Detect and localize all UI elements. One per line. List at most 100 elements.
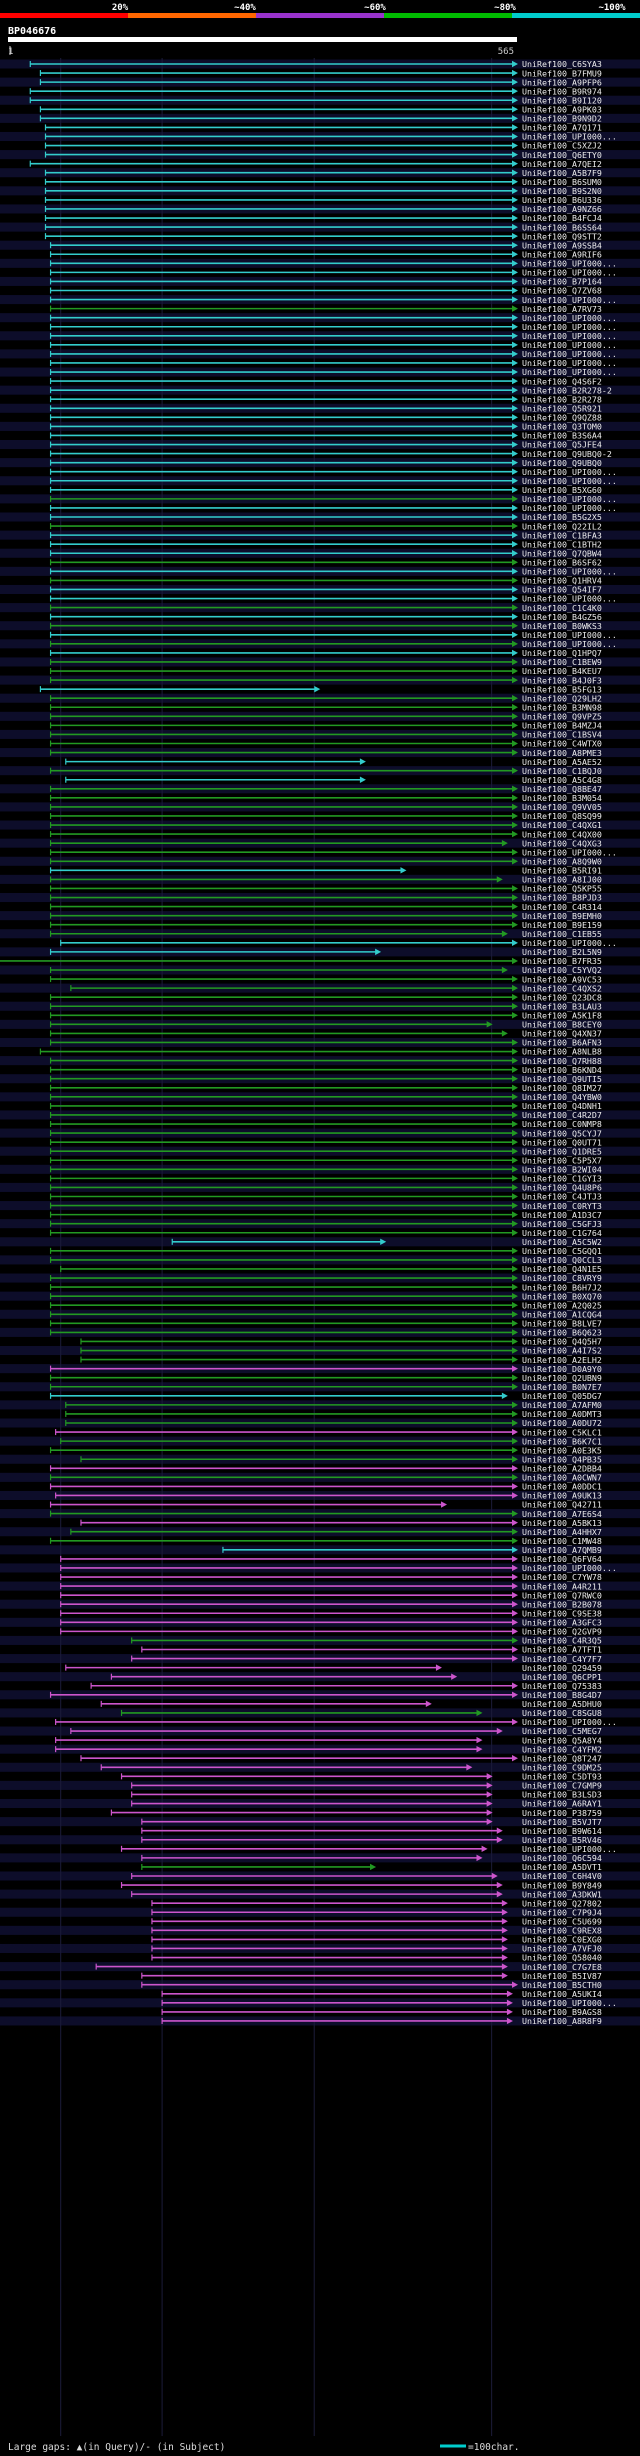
hit-label[interactable]: UniRef100_B7FR35 — [522, 956, 602, 966]
hit-row[interactable]: UniRef100_B4KEU7 — [49, 666, 602, 676]
hit-row[interactable]: UniRef100_UPI000... — [44, 132, 617, 142]
hit-label[interactable]: UniRef100_A6RAY1 — [522, 1799, 602, 1809]
hit-label[interactable]: UniRef100_A5BK13 — [522, 1518, 602, 1528]
hit-label[interactable]: UniRef100_Q7QBW4 — [522, 548, 602, 558]
hit-label[interactable]: UniRef100_Q4N1E5 — [522, 1264, 602, 1274]
hit-row[interactable]: UniRef100_C4Y7F7 — [131, 1654, 602, 1664]
hit-row[interactable]: UniRef100_C8VRY9 — [49, 1273, 602, 1283]
hit-row[interactable]: UniRef100_Q5JFE4 — [49, 440, 602, 450]
hit-row[interactable]: UniRef100_A7QMB9 — [222, 1545, 602, 1555]
hit-label[interactable]: UniRef100_C5KLC1 — [522, 1427, 602, 1437]
hit-label[interactable]: UniRef100_C8VRY9 — [522, 1273, 602, 1283]
hit-label[interactable]: UniRef100_C0NMP8 — [522, 1119, 602, 1129]
hit-label[interactable]: UniRef100_Q54IF7 — [522, 585, 602, 595]
hit-label[interactable]: UniRef100_B3LAU3 — [522, 1001, 602, 1011]
hit-label[interactable]: UniRef100_B6Q623 — [522, 1328, 602, 1338]
hit-label[interactable]: UniRef100_Q5A8Y4 — [522, 1735, 602, 1745]
hit-label[interactable]: UniRef100_UPI000... — [522, 340, 617, 350]
hit-label[interactable]: UniRef100_A5DHU0 — [522, 1699, 602, 1709]
hit-row[interactable]: UniRef100_B2WI04 — [49, 1165, 602, 1175]
hit-row[interactable]: UniRef100_B6SUM0 — [44, 177, 602, 187]
hit-label[interactable]: UniRef100_C7P9J4 — [522, 1907, 602, 1917]
hit-row[interactable]: UniRef100_UPI000... — [60, 938, 617, 948]
hit-row[interactable]: UniRef100_C1BQJ0 — [49, 766, 602, 776]
hit-label[interactable]: UniRef100_A4I7S2 — [522, 1346, 602, 1356]
hit-label[interactable]: UniRef100_Q5JFE4 — [522, 440, 602, 450]
hit-label[interactable]: UniRef100_B3S6A4 — [522, 431, 602, 441]
hit-row[interactable]: UniRef100_UPI000... — [49, 476, 617, 486]
hit-label[interactable]: UniRef100_UPI000... — [522, 630, 617, 640]
hit-label[interactable]: UniRef100_B9S2N0 — [522, 186, 602, 196]
hit-row[interactable]: UniRef100_Q9UBQ0-2 — [49, 449, 612, 459]
hit-row[interactable]: UniRef100_B2R278-2 — [49, 385, 612, 395]
hit-row[interactable]: UniRef100_Q6C594 — [141, 1853, 602, 1863]
hit-label[interactable]: UniRef100_B4GZ56 — [522, 612, 602, 622]
hit-row[interactable]: UniRef100_Q22IL2 — [49, 521, 602, 531]
hit-label[interactable]: UniRef100_A2DBB4 — [522, 1464, 602, 1474]
hit-label[interactable]: UniRef100_Q58040 — [522, 1953, 602, 1963]
hit-row[interactable]: UniRef100_C0EXG0 — [151, 1935, 602, 1945]
hit-label[interactable]: UniRef100_A7QEI2 — [522, 159, 602, 169]
hit-row[interactable]: UniRef100_Q58040 — [151, 1953, 602, 1963]
hit-row[interactable]: UniRef100_A5B7F9 — [44, 168, 602, 178]
hit-label[interactable]: UniRef100_B7FMU9 — [522, 68, 602, 78]
hit-label[interactable]: UniRef100_C1MW48 — [522, 1536, 602, 1546]
hit-row[interactable]: UniRef100_B3LAU3 — [49, 1001, 602, 1011]
hit-row[interactable]: UniRef100_A9NZ66 — [44, 204, 602, 214]
hit-row[interactable]: UniRef100_B2R278 — [49, 394, 602, 404]
hit-row[interactable]: UniRef100_C1BTH2 — [49, 539, 602, 549]
hit-row[interactable]: UniRef100_B6U336 — [44, 195, 602, 205]
hit-label[interactable]: UniRef100_UPI000... — [522, 1563, 617, 1573]
hit-label[interactable]: UniRef100_A7AFM0 — [522, 1400, 602, 1410]
hit-label[interactable]: UniRef100_UPI000... — [522, 503, 617, 513]
hit-row[interactable]: UniRef100_Q29459 — [65, 1663, 602, 1673]
hit-row[interactable]: UniRef100_A4R211 — [60, 1581, 602, 1591]
hit-label[interactable]: UniRef100_A7RV73 — [522, 304, 602, 314]
hit-label[interactable]: UniRef100_A9NZ66 — [522, 204, 602, 214]
hit-label[interactable]: UniRef100_UPI000... — [522, 358, 617, 368]
hit-label[interactable]: UniRef100_A3GFC3 — [522, 1618, 602, 1628]
hit-label[interactable]: UniRef100_B6K7C1 — [522, 1436, 602, 1446]
hit-label[interactable]: UniRef100_Q27802 — [522, 1898, 602, 1908]
hit-label[interactable]: UniRef100_UPI000... — [522, 494, 617, 504]
hit-row[interactable]: UniRef100_C4WTX0 — [49, 739, 602, 749]
hit-label[interactable]: UniRef100_A0E3K5 — [522, 1445, 602, 1455]
hit-label[interactable]: UniRef100_Q22IL2 — [522, 521, 602, 531]
hit-label[interactable]: UniRef100_C7YW78 — [522, 1572, 602, 1582]
hit-row[interactable]: UniRef100_Q2GVP9 — [60, 1627, 602, 1637]
hit-label[interactable]: UniRef100_Q6ETY0 — [522, 150, 602, 160]
hit-label[interactable]: UniRef100_B5G2X5 — [522, 512, 602, 522]
hit-row[interactable]: UniRef100_B0WKS3 — [49, 621, 602, 631]
hit-row[interactable]: UniRef100_A5DHU0 — [100, 1699, 602, 1709]
hit-row[interactable]: UniRef100_B5XG60 — [49, 485, 602, 495]
hit-label[interactable]: UniRef100_C1BTH2 — [522, 539, 602, 549]
hit-row[interactable]: UniRef100_B6H7J2 — [49, 1282, 602, 1292]
hit-row[interactable]: UniRef100_C1BSV4 — [49, 730, 602, 740]
hit-label[interactable]: UniRef100_B4MZJ4 — [522, 721, 602, 731]
hit-label[interactable]: UniRef100_C4QXS2 — [522, 983, 602, 993]
hit-label[interactable]: UniRef100_B0WKS3 — [522, 621, 602, 631]
hit-label[interactable]: UniRef100_Q4DNH1 — [522, 1101, 602, 1111]
hit-row[interactable]: UniRef100_Q8IM27 — [49, 1083, 602, 1093]
hit-row[interactable]: UniRef100_C4JTJ3 — [49, 1192, 602, 1202]
hit-row[interactable]: UniRef100_Q5R921 — [49, 403, 602, 413]
hit-label[interactable]: UniRef100_B6KND4 — [522, 1065, 602, 1075]
hit-row[interactable]: UniRef100_B9EMH0 — [49, 911, 602, 921]
hit-row[interactable]: UniRef100_B0XQ70 — [49, 1291, 602, 1301]
hit-row[interactable]: UniRef100_A8R8F9 — [161, 2016, 602, 2026]
hit-row[interactable]: UniRef100_Q05DG7 — [49, 1391, 602, 1401]
hit-label[interactable]: UniRef100_UPI000... — [522, 331, 617, 341]
hit-row[interactable]: UniRef100_Q4YBW0 — [49, 1092, 602, 1102]
hit-row[interactable]: UniRef100_Q2UBN9 — [49, 1373, 602, 1383]
hit-row[interactable]: UniRef100_UPI000... — [60, 1563, 617, 1573]
hit-row[interactable]: UniRef100_Q3TOM0 — [49, 422, 602, 432]
hit-label[interactable]: UniRef100_C1BSV4 — [522, 730, 602, 740]
hit-row[interactable]: UniRef100_Q7RWC0 — [60, 1590, 602, 1600]
hit-label[interactable]: UniRef100_C4R2D7 — [522, 1110, 602, 1120]
hit-row[interactable]: UniRef100_C0RYT3 — [49, 1201, 602, 1211]
hit-label[interactable]: UniRef100_Q7RH88 — [522, 1056, 602, 1066]
hit-label[interactable]: UniRef100_Q2GVP9 — [522, 1627, 602, 1637]
hit-label[interactable]: UniRef100_B9AGS8 — [522, 2007, 602, 2017]
hit-label[interactable]: UniRef100_B9R974 — [522, 86, 602, 96]
hit-label[interactable]: UniRef100_C4R3Q5 — [522, 1636, 602, 1646]
